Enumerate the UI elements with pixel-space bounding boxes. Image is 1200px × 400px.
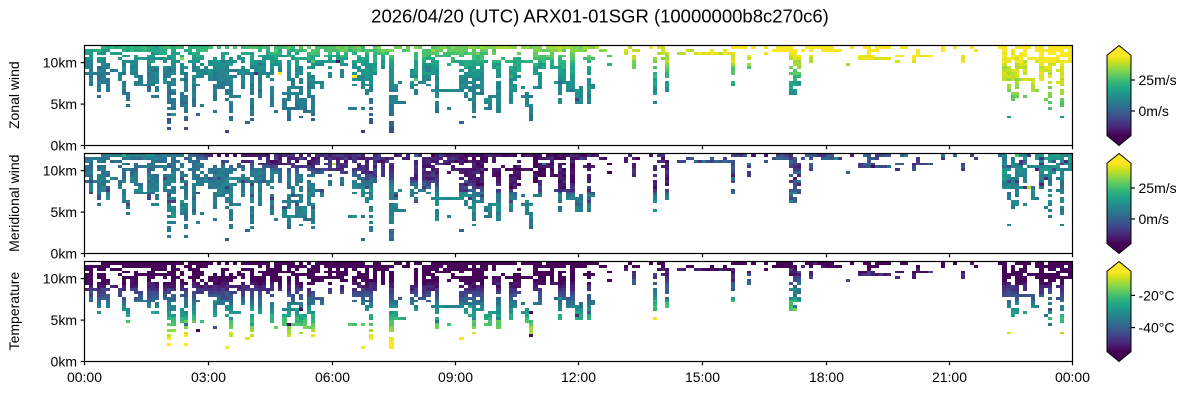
svg-text:-40°C: -40°C [1139, 320, 1175, 336]
svg-text:5km: 5km [51, 96, 77, 112]
svg-text:0m/s: 0m/s [1139, 211, 1169, 227]
svg-text:06:00: 06:00 [315, 369, 350, 385]
svg-text:03:00: 03:00 [191, 369, 226, 385]
svg-text:-20°C: -20°C [1139, 287, 1175, 303]
svg-text:Zonal wind: Zonal wind [6, 61, 22, 129]
svg-text:12:00: 12:00 [561, 369, 596, 385]
svg-text:25m/s: 25m/s [1139, 72, 1177, 88]
svg-text:10km: 10km [43, 55, 77, 71]
svg-text:5km: 5km [51, 312, 77, 328]
svg-text:2026/04/20 (UTC) ARX01-01SGR (: 2026/04/20 (UTC) ARX01-01SGR (10000000b8… [371, 6, 829, 27]
svg-text:Temperature: Temperature [6, 272, 22, 351]
svg-text:5km: 5km [51, 204, 77, 220]
svg-text:09:00: 09:00 [438, 369, 473, 385]
svg-text:00:00: 00:00 [67, 369, 102, 385]
svg-text:0m/s: 0m/s [1139, 103, 1169, 119]
svg-text:00:00: 00:00 [1055, 369, 1090, 385]
svg-text:0km: 0km [51, 138, 77, 154]
svg-text:Meridional wind: Meridional wind [6, 155, 22, 252]
svg-text:0km: 0km [51, 246, 77, 262]
svg-text:10km: 10km [43, 271, 77, 287]
svg-text:25m/s: 25m/s [1139, 180, 1177, 196]
svg-text:10km: 10km [43, 163, 77, 179]
svg-text:0km: 0km [51, 354, 77, 370]
svg-text:21:00: 21:00 [932, 369, 967, 385]
svg-text:15:00: 15:00 [685, 369, 720, 385]
svg-text:18:00: 18:00 [809, 369, 844, 385]
